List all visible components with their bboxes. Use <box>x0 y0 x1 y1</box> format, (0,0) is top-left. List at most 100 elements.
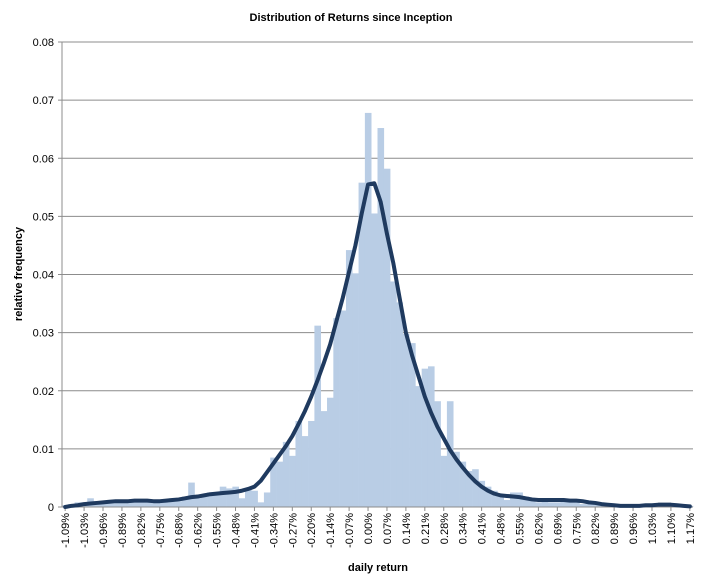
x-tick-label: -0.89% <box>117 513 129 548</box>
bar <box>339 310 347 507</box>
x-tick-label: -0.20% <box>306 513 318 548</box>
bar <box>257 502 265 507</box>
x-tick-label: -0.34% <box>268 513 280 548</box>
bar <box>150 501 157 507</box>
bar <box>421 368 429 507</box>
bar <box>510 492 517 507</box>
x-tick-label: 0.69% <box>552 513 564 544</box>
x-tick-label: 1.10% <box>666 513 678 544</box>
x-tick-label: 0.41% <box>477 513 489 544</box>
bar <box>244 488 252 507</box>
bar <box>465 470 473 507</box>
bar <box>169 498 176 507</box>
bar <box>478 480 486 507</box>
bar <box>125 500 132 507</box>
x-tick-label: 0.89% <box>609 513 621 544</box>
bar <box>156 500 164 507</box>
x-tick-label: 0.14% <box>401 513 413 544</box>
bar <box>541 501 549 507</box>
x-tick-label: -1.09% <box>60 513 72 548</box>
bar <box>371 213 378 507</box>
bar <box>585 504 593 507</box>
x-tick-label: 0.82% <box>590 513 602 544</box>
bar <box>592 504 599 507</box>
bar <box>301 436 309 507</box>
bar <box>219 486 227 507</box>
bar <box>308 420 315 507</box>
bar <box>459 461 467 507</box>
y-tick-label: 0.01 <box>33 444 54 456</box>
bar <box>573 502 580 507</box>
bar <box>276 461 284 507</box>
x-tick-label: -0.75% <box>155 513 167 548</box>
chart-title: Distribution of Returns since Inception <box>250 12 453 24</box>
y-tick-label: 0.02 <box>33 386 54 398</box>
bar <box>207 492 214 507</box>
bar <box>377 128 385 507</box>
bar <box>396 302 404 507</box>
bar <box>598 505 605 507</box>
y-axis-title: relative frequency <box>13 226 25 321</box>
bar <box>263 492 271 507</box>
bar <box>131 501 139 507</box>
x-tick-label: -0.07% <box>344 513 356 548</box>
x-tick-label: 0.48% <box>496 513 508 544</box>
bar <box>352 273 359 507</box>
bar <box>226 488 233 507</box>
x-tick-label: -0.96% <box>98 513 110 548</box>
x-tick-label: -0.62% <box>193 513 205 548</box>
bar <box>232 486 239 507</box>
bar <box>364 112 372 507</box>
bar <box>535 502 542 507</box>
x-axis-title: daily return <box>348 562 408 574</box>
bar <box>112 502 120 507</box>
y-tick-label: 0.06 <box>33 153 54 165</box>
bar <box>554 502 561 507</box>
y-tick-label: 0.05 <box>33 211 54 223</box>
bar <box>213 494 221 507</box>
bar <box>345 250 353 507</box>
x-tick-label: 0.62% <box>533 513 545 544</box>
x-tick-label: 0.55% <box>514 513 526 544</box>
y-tick-label: 0.04 <box>33 270 54 282</box>
bar <box>200 495 208 507</box>
x-tick-label: 0.07% <box>382 513 394 544</box>
bar <box>320 411 328 507</box>
x-tick-label: -0.48% <box>231 513 243 548</box>
bar <box>118 500 126 507</box>
bar <box>188 482 195 507</box>
bar <box>137 500 145 507</box>
bar <box>409 343 416 507</box>
bar <box>427 366 435 507</box>
bar <box>522 496 530 507</box>
x-tick-label: -0.14% <box>325 513 337 548</box>
bar <box>472 469 479 507</box>
bar <box>497 496 504 507</box>
bar <box>415 386 422 507</box>
bar <box>238 498 246 507</box>
x-tick-label: -0.41% <box>249 513 261 548</box>
y-tick-label: 0 <box>48 502 54 514</box>
x-tick-label: -0.68% <box>174 513 186 548</box>
bar <box>547 502 555 507</box>
bar <box>579 504 587 507</box>
x-tick-label: 0.21% <box>420 513 432 544</box>
bar <box>144 502 151 507</box>
x-tick-label: 0.34% <box>458 513 470 544</box>
bar <box>402 333 410 507</box>
bar <box>484 486 492 507</box>
bar <box>516 492 523 507</box>
bar <box>270 457 277 507</box>
bar <box>162 502 170 507</box>
x-tick-label: 1.17% <box>685 513 697 544</box>
x-tick-label: 0.96% <box>628 513 640 544</box>
y-tick-label: 0.03 <box>33 328 54 340</box>
bar <box>440 455 448 507</box>
bar <box>327 397 334 507</box>
bar <box>251 490 258 507</box>
bar <box>333 318 340 507</box>
x-tick-label: -0.82% <box>136 513 148 548</box>
x-tick-label: -1.03% <box>79 513 91 548</box>
bar <box>491 490 498 507</box>
